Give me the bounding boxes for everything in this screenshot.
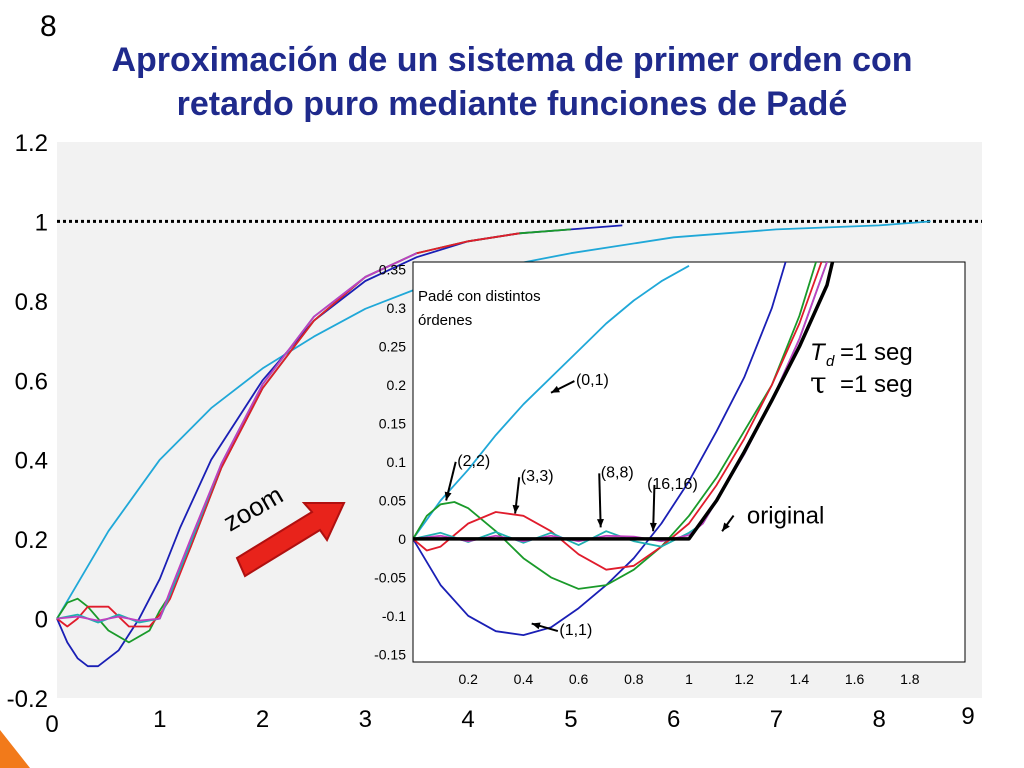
main-x-tick-label: 3	[359, 706, 372, 733]
inset-x-tick-label: 1	[685, 671, 693, 687]
series-label-arrowhead	[444, 491, 452, 501]
main-y-tick-label: 1.2	[15, 130, 48, 157]
inset-y-tick-labels: -0.15 -0.1 -0.05 0 0.05 0.1 0.15 0.2 0.25 0.3 0.35	[374, 262, 406, 663]
main-y-tick-label: 0.4	[15, 448, 48, 475]
main-y-tick-labels: -0.2 0 0.2 0.4 0.6 0.8 1 1.2	[7, 130, 48, 713]
inset-series-line	[413, 265, 690, 540]
series-label: (1,1)	[559, 622, 592, 639]
series-label-arrowhead	[531, 622, 541, 630]
inset-series-line	[413, 262, 817, 590]
inset-x-tick-label: 0.4	[514, 671, 534, 687]
main-x-tick-label: 7	[770, 706, 783, 733]
inset-y-tick-label: -0.05	[374, 569, 406, 585]
inset-y-tick-label: 0.2	[387, 377, 407, 393]
main-x-tick-label: 1	[153, 706, 166, 733]
inset-x-tick-label: 1.6	[845, 671, 865, 687]
series-label: original	[747, 503, 824, 530]
main-x-tick-label: 5	[564, 706, 577, 733]
main-y-tick-label: 0.2	[15, 527, 48, 554]
series-label-arrowhead	[596, 519, 604, 528]
inset-y-tick-label: 0.05	[379, 492, 406, 508]
series-label-arrowhead	[551, 385, 560, 393]
main-x-tick-label: 8	[873, 706, 886, 733]
main-x-tick-labels: 0 1 2 3 4 5 6 7 8 9	[45, 703, 974, 738]
series-label: (16,16)	[647, 476, 698, 493]
inset-y-tick-label: 0	[398, 531, 406, 547]
corner-accent-shape	[0, 730, 30, 768]
main-x-tick-label: 9	[961, 703, 974, 730]
inset-x-tick-labels: 0.2 0.4 0.6 0.8 1 1.2 1.4 1.6 1.8	[458, 671, 919, 687]
main-x-tick-label: 6	[667, 706, 680, 733]
tau-symbol: τ	[810, 366, 827, 401]
series-label: (2,2)	[457, 453, 490, 470]
tau-value: =1 seg	[840, 371, 913, 398]
inset-x-tick-label: 0.2	[458, 671, 478, 687]
slide-title: Aproximación de un sistema de primer ord…	[0, 38, 1024, 126]
inset-y-tick-label: -0.1	[382, 608, 406, 624]
main-x-tick-label: 0	[45, 711, 58, 738]
td-subscript: d	[826, 353, 835, 370]
main-series-line	[56, 220, 931, 620]
inset-x-tick-label: 0.6	[569, 671, 589, 687]
td-symbol: T	[810, 339, 827, 366]
inset-y-tick-label: 0.25	[379, 339, 406, 355]
main-y-tick-label: 0.8	[15, 289, 48, 316]
inset-series-labels: (0,1) (1,1) (2,2) (3,3) (8,8) (16,16)	[444, 372, 735, 639]
main-series-group	[56, 220, 931, 668]
inset-title-line-2: órdenes	[418, 312, 472, 329]
inset-title-line-1: Padé con distintos	[418, 288, 541, 305]
parameter-annotation: T d =1 seg τ =1 seg	[810, 339, 913, 401]
zoom-arrow-shape	[235, 502, 346, 578]
slide-title-line-2: retardo puro mediante funciones de Padé	[176, 85, 848, 123]
main-series-line	[56, 252, 418, 622]
inset-x-tick-label: 1.4	[790, 671, 810, 687]
inset-series-line	[413, 262, 835, 541]
inset-y-tick-label: 0.35	[379, 262, 406, 278]
inset-series-line	[413, 262, 823, 571]
series-label-arrowhead	[722, 522, 730, 532]
inset-x-tick-label: 1.2	[734, 671, 754, 687]
inset-series-group	[413, 262, 835, 636]
series-label: (3,3)	[521, 468, 554, 485]
inset-y-tick-label: 0.15	[379, 416, 406, 432]
main-y-tick-label: 0.6	[15, 368, 48, 395]
main-y-tick-label: -0.2	[7, 686, 48, 713]
main-x-tick-label: 4	[461, 706, 474, 733]
inset-y-tick-label: 0.3	[387, 300, 407, 316]
series-label: (0,1)	[576, 372, 609, 389]
series-label-arrowhead	[649, 522, 657, 532]
inset-y-tick-label: -0.15	[374, 646, 406, 662]
inset-y-tick-label: 0.1	[387, 454, 407, 470]
slide-number: 8	[40, 10, 57, 43]
inset-x-tick-label: 1.8	[900, 671, 920, 687]
series-label-pointer	[598, 473, 602, 528]
td-value: =1 seg	[840, 339, 913, 366]
inset-x-tick-label: 0.8	[624, 671, 644, 687]
main-y-tick-label: 1	[35, 209, 48, 236]
series-label: (8,8)	[601, 464, 634, 481]
slide-title-line-1: Aproximación de un sistema de primer ord…	[111, 41, 913, 79]
main-x-tick-label: 2	[256, 706, 269, 733]
main-y-tick-label: 0	[35, 607, 48, 634]
series-label-arrowhead	[512, 504, 520, 514]
inset-plot-area	[412, 261, 966, 663]
